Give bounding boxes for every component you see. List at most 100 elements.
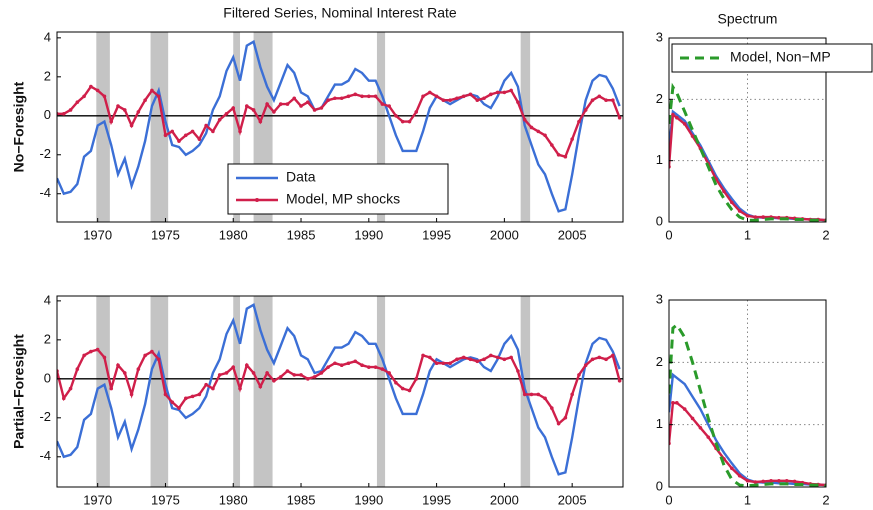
series-marker <box>190 129 195 134</box>
series-marker <box>224 112 229 116</box>
series-marker <box>312 108 317 112</box>
series-marker <box>292 96 297 101</box>
series-marker <box>448 98 452 103</box>
series-marker <box>251 371 256 375</box>
series-marker <box>238 129 242 134</box>
series-marker <box>102 94 107 99</box>
series-marker <box>617 115 622 120</box>
series-marker <box>272 110 276 114</box>
recession-band <box>233 296 241 487</box>
series-marker <box>339 96 344 101</box>
series-marker <box>272 378 276 383</box>
series-marker <box>265 102 269 106</box>
series-marker <box>82 94 86 99</box>
y-tick-label: 4 <box>44 292 51 307</box>
series-marker <box>482 357 486 362</box>
series-marker <box>238 386 242 391</box>
series-marker <box>468 92 473 97</box>
recession-band <box>150 32 169 222</box>
series-marker <box>122 108 127 112</box>
recession-band <box>96 32 110 222</box>
series-marker <box>258 384 263 389</box>
series-marker <box>231 365 236 369</box>
y-tick-label: 3 <box>656 291 663 306</box>
series-marker <box>682 407 687 411</box>
series-marker <box>682 122 687 126</box>
y-tick-label: 2 <box>656 91 663 106</box>
series-marker <box>75 100 80 104</box>
series-marker <box>730 466 734 471</box>
series-marker <box>671 112 675 117</box>
series-marker <box>312 375 317 379</box>
series-marker <box>671 401 675 405</box>
series-marker <box>129 123 134 128</box>
series-marker <box>590 357 595 362</box>
series-marker <box>89 84 93 89</box>
series-marker <box>522 392 527 397</box>
series-marker <box>428 355 432 360</box>
series-marker <box>502 90 507 95</box>
x-tick-label: 1980 <box>219 492 248 507</box>
x-tick-label: 2000 <box>490 227 519 242</box>
series-marker <box>604 357 608 362</box>
x-tick-label: 1975 <box>151 227 180 242</box>
series-marker <box>136 110 141 114</box>
series-marker <box>516 369 520 373</box>
series-marker <box>143 353 147 358</box>
series-marker <box>299 373 303 377</box>
series-marker <box>177 139 181 143</box>
y-tick-label: -2 <box>39 409 51 424</box>
series-marker <box>326 98 330 103</box>
series-marker <box>737 209 742 213</box>
series-marker <box>170 129 175 134</box>
series-marker <box>536 392 541 397</box>
series-marker <box>156 94 161 99</box>
series-marker <box>556 152 561 157</box>
series-marker <box>367 365 371 369</box>
series-marker <box>285 102 290 106</box>
series-line <box>669 322 826 487</box>
series-marker <box>583 363 588 367</box>
series-marker <box>163 133 168 138</box>
series-marker <box>434 94 439 99</box>
series-marker <box>448 361 452 366</box>
series-marker <box>414 377 419 381</box>
series-marker <box>563 416 568 420</box>
series-marker <box>109 119 114 124</box>
series-marker <box>421 94 425 99</box>
series-marker <box>570 392 574 397</box>
series-marker <box>583 108 588 112</box>
x-tick-label: 2 <box>822 492 829 507</box>
legend-label: Model, Non−MP <box>730 49 831 65</box>
series-marker <box>407 388 412 393</box>
legend-label: Model, MP shocks <box>286 191 400 207</box>
series-marker <box>475 359 480 364</box>
chart-title: Filtered Series, Nominal Interest Rate <box>223 5 457 21</box>
recession-band <box>150 296 169 487</box>
series-marker <box>143 98 147 103</box>
series-marker <box>611 98 615 103</box>
series-marker <box>461 355 466 360</box>
series-marker <box>753 480 758 484</box>
series-marker <box>217 373 222 377</box>
series-marker <box>82 353 86 358</box>
series-marker <box>61 112 66 116</box>
series-marker <box>675 401 679 405</box>
series-line <box>669 82 826 222</box>
series-marker <box>529 392 534 397</box>
axes-frame <box>56 31 624 223</box>
series-line <box>57 348 621 426</box>
legend-box <box>671 43 873 73</box>
series-marker <box>360 363 364 367</box>
y-tick-label: 0 <box>656 213 663 228</box>
series-marker <box>698 425 703 430</box>
series-marker <box>299 104 303 108</box>
series-marker <box>400 119 405 124</box>
series-marker <box>482 96 486 101</box>
x-tick-label: 2005 <box>558 492 587 507</box>
y-tick-label: 4 <box>44 29 51 44</box>
y-tick-label: -4 <box>39 448 51 463</box>
series-marker <box>102 355 107 360</box>
series-marker <box>150 88 154 93</box>
series-marker <box>204 123 208 128</box>
